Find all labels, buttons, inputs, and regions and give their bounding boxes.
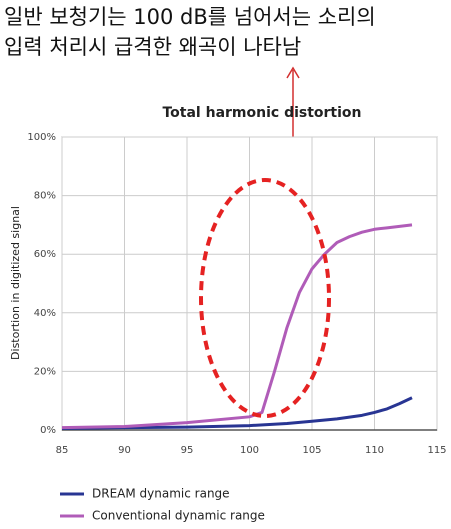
y-tick-label: 20% [34, 366, 56, 377]
legend-label: DREAM dynamic range [92, 487, 230, 501]
x-tick-label: 105 [302, 445, 321, 456]
y-tick-label: 80% [34, 191, 56, 202]
annotation: 입력 처리시 급격한 왜곡이 나타남 [4, 35, 301, 59]
x-tick-label: 100 [240, 445, 259, 456]
legend-label: Conventional dynamic range [92, 509, 265, 523]
y-tick-label: 0% [40, 425, 56, 436]
y-tick-label: 40% [34, 308, 56, 319]
legend: DREAM dynamic range Conventional dynamic … [60, 487, 265, 523]
x-tick-label: 115 [427, 445, 446, 456]
y-axis-label: Distortion in digitized signal [9, 206, 22, 360]
plot: 0% 20% 40% 60% 80% 100% 85 90 95 100 105 110 115 [27, 132, 446, 456]
x-tick-label: 110 [365, 445, 384, 456]
highlight-ellipse [199, 178, 331, 418]
chart-title: Total harmonic distortion [162, 105, 361, 121]
series-line [61, 223, 413, 430]
x-tick-label: 90 [118, 445, 131, 456]
x-tick-label: 95 [181, 445, 194, 456]
annotation: 일반 보청기는 100 dB를 넘어서는 소리의 [4, 5, 376, 29]
y-tick-label: 60% [34, 249, 56, 260]
x-tick-label: 85 [56, 445, 69, 456]
annotation-arrowhead [286, 66, 300, 79]
y-tick-label: 100% [27, 132, 56, 143]
series-line [61, 396, 413, 431]
